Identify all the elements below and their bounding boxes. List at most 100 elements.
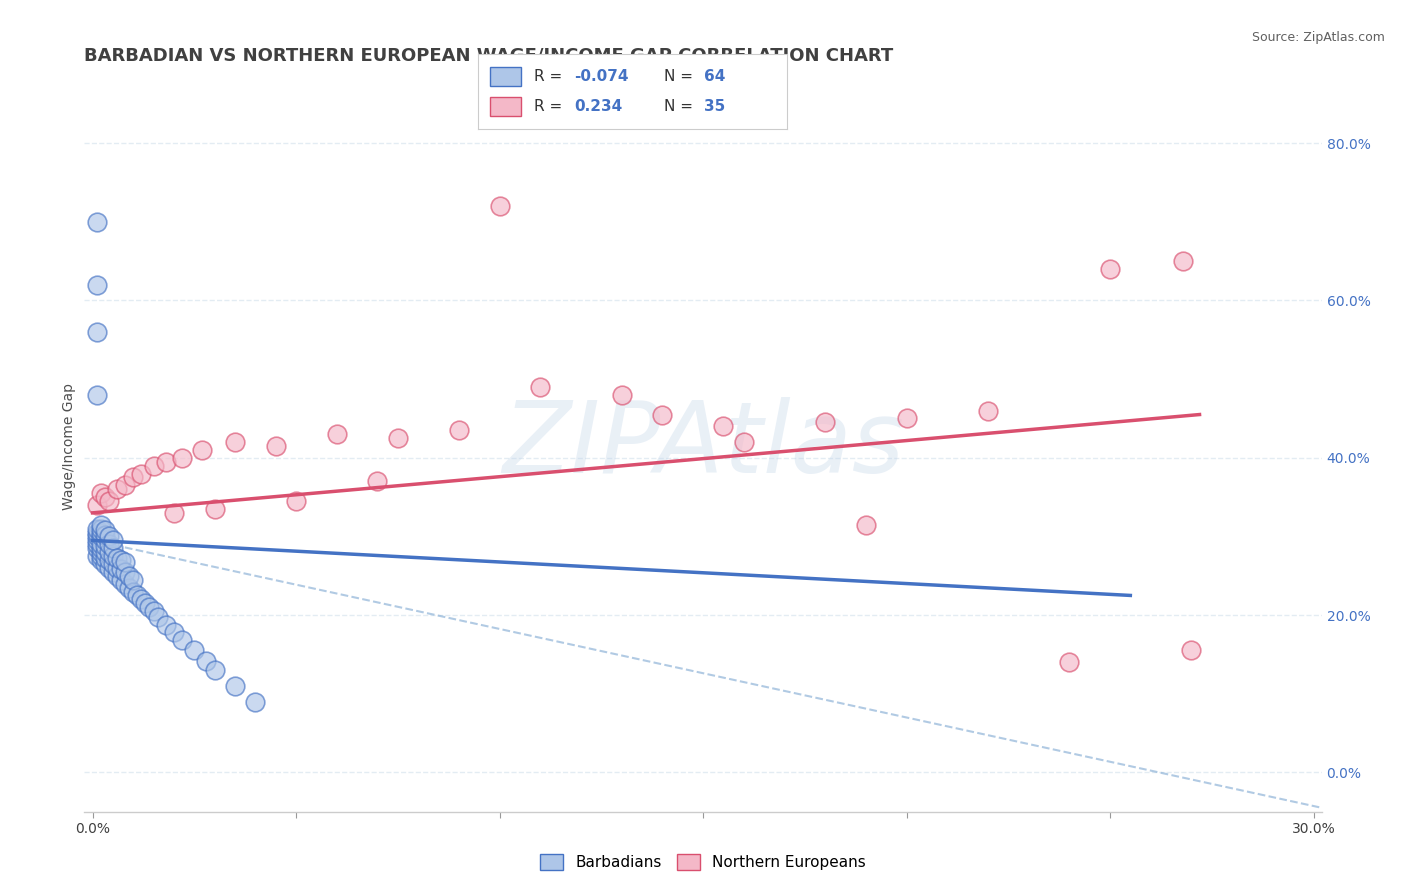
Point: [90, 553, 112, 567]
Point: [114, 576, 136, 591]
Point: [93, 551, 115, 566]
Point: [86, 215, 108, 229]
Point: [204, 502, 226, 516]
Point: [183, 643, 205, 657]
Point: [1098, 262, 1121, 277]
Point: [195, 654, 218, 668]
Text: 35: 35: [704, 99, 725, 114]
Point: [90, 537, 112, 551]
Point: [142, 604, 165, 618]
Point: [105, 551, 128, 566]
Point: [163, 506, 186, 520]
Point: [90, 549, 112, 563]
Point: [97, 553, 120, 567]
Point: [155, 455, 177, 469]
Point: [90, 486, 112, 500]
Point: [224, 435, 246, 450]
Point: [977, 403, 1000, 417]
Text: 64: 64: [704, 69, 725, 84]
Point: [86, 277, 108, 292]
Point: [118, 581, 141, 595]
Point: [170, 450, 193, 465]
Point: [86, 388, 108, 402]
Text: N =: N =: [664, 99, 697, 114]
Point: [1180, 643, 1202, 657]
Point: [86, 549, 108, 563]
Point: [93, 523, 115, 537]
Point: [134, 596, 156, 610]
Y-axis label: Wage/Income Gap: Wage/Income Gap: [62, 383, 76, 509]
Point: [529, 380, 551, 394]
Point: [105, 482, 128, 496]
Point: [86, 541, 108, 556]
Point: [155, 617, 177, 632]
Point: [325, 427, 347, 442]
Point: [131, 592, 153, 607]
Point: [93, 533, 115, 548]
Point: [387, 431, 409, 445]
Point: [86, 522, 108, 536]
Text: N =: N =: [664, 69, 697, 84]
Point: [97, 537, 120, 551]
Point: [651, 408, 673, 422]
Point: [101, 533, 124, 548]
Text: -0.074: -0.074: [574, 69, 628, 84]
Point: [224, 679, 246, 693]
Point: [245, 695, 267, 709]
Point: [105, 568, 128, 582]
Point: [90, 525, 112, 540]
Text: BARBADIAN VS NORTHERN EUROPEAN WAGE/INCOME GAP CORRELATION CHART: BARBADIAN VS NORTHERN EUROPEAN WAGE/INCO…: [84, 47, 894, 65]
Point: [114, 478, 136, 492]
Point: [1059, 655, 1081, 669]
Point: [122, 573, 145, 587]
Text: 0.234: 0.234: [574, 99, 623, 114]
Point: [110, 573, 132, 587]
Point: [90, 522, 112, 536]
Point: [86, 537, 108, 551]
Point: [86, 325, 108, 339]
Point: [855, 517, 877, 532]
Point: [110, 562, 132, 576]
Point: [93, 539, 115, 553]
Point: [90, 517, 112, 532]
Point: [101, 541, 124, 556]
Point: [101, 549, 124, 563]
Point: [814, 416, 837, 430]
Point: [114, 565, 136, 579]
Point: [610, 388, 633, 402]
Point: [86, 498, 108, 512]
FancyBboxPatch shape: [491, 67, 522, 86]
Point: [86, 529, 108, 543]
Point: [170, 633, 193, 648]
Point: [90, 545, 112, 559]
Point: [146, 609, 169, 624]
Point: [122, 584, 145, 599]
Point: [93, 557, 115, 571]
Point: [101, 557, 124, 571]
Point: [131, 467, 153, 481]
Point: [142, 458, 165, 473]
Point: [101, 565, 124, 579]
Text: Source: ZipAtlas.com: Source: ZipAtlas.com: [1251, 31, 1385, 45]
Point: [191, 442, 214, 457]
Point: [122, 470, 145, 484]
Point: [1173, 254, 1195, 268]
Point: [114, 555, 136, 569]
Point: [118, 568, 141, 582]
Point: [896, 411, 918, 425]
Point: [366, 475, 388, 489]
Point: [90, 541, 112, 556]
Point: [264, 439, 287, 453]
Point: [93, 545, 115, 559]
Point: [93, 528, 115, 542]
Text: R =: R =: [534, 69, 567, 84]
Point: [97, 561, 120, 575]
Point: [127, 589, 149, 603]
Point: [711, 419, 734, 434]
Point: [204, 663, 226, 677]
Point: [110, 553, 132, 567]
Point: [488, 199, 510, 213]
Point: [285, 494, 308, 508]
Point: [90, 529, 112, 543]
FancyBboxPatch shape: [491, 97, 522, 116]
